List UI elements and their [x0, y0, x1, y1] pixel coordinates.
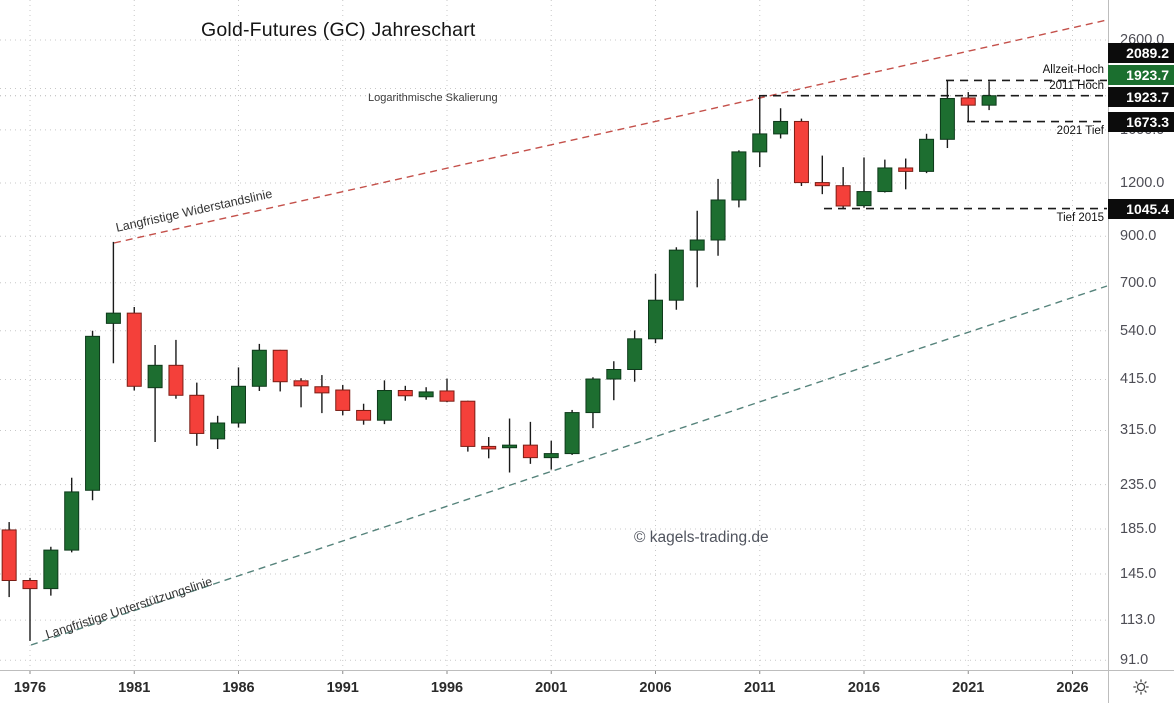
price-badge-0-2089.2: 2089.2 [1108, 43, 1174, 63]
candle-body-2009 [710, 199, 726, 241]
price-badge-2-1923.7: 1923.7 [1108, 87, 1174, 107]
candle-body-2008 [689, 239, 705, 251]
candle-body-2013 [793, 120, 809, 184]
candle-body-1981 [126, 312, 142, 387]
candle-body-2006 [648, 299, 663, 340]
support-trendline [30, 285, 1108, 646]
y-axis-label-1200.0: 1200.0 [1120, 175, 1165, 192]
y-axis-label-113.0: 113.0 [1120, 612, 1156, 629]
candle-body-1998 [481, 445, 497, 450]
candle-body-2011 [752, 133, 768, 153]
x-axis-label-2011: 2011 [744, 680, 776, 696]
candle-body-1978 [64, 491, 80, 551]
resistance-trendline [113, 19, 1108, 244]
y-axis-label-415.0: 415.0 [1120, 371, 1157, 388]
candle-body-2014 [814, 182, 830, 187]
candle-body-1989 [293, 380, 309, 387]
candle-body-1997 [460, 400, 476, 447]
candle-body-1976 [22, 580, 38, 590]
candle-body-2020 [939, 98, 955, 140]
axis-settings-gear-icon[interactable] [1132, 678, 1150, 696]
candle-body-2010 [731, 151, 747, 201]
price-badge-4-1045.4: 1045.4 [1108, 199, 1174, 219]
candle-body-2022 [981, 95, 997, 106]
candle-body-1983 [168, 364, 184, 396]
candle-body-1994 [397, 389, 413, 397]
candle-body-2005 [627, 338, 643, 370]
x-axis-label-2016: 2016 [847, 680, 881, 696]
candle-body-2017 [877, 167, 893, 193]
y-axis-label-900.0: 900.0 [1120, 228, 1157, 245]
price-badge-1-1923.7: 1923.7 [1108, 65, 1174, 85]
candle-body-1990 [314, 386, 330, 394]
x-axis-label-2021: 2021 [952, 680, 985, 696]
candle-body-1979 [85, 335, 101, 491]
candle-body-1988 [272, 349, 288, 383]
candle-body-1986 [231, 385, 246, 424]
candle-body-1977 [43, 549, 59, 590]
time-axis[interactable]: 1976 1981 1986 1991 1996 2001 2006 2011 2016 2021… [0, 670, 1108, 703]
y-axis-label-700.0: 700.0 [1120, 274, 1157, 291]
candle-body-1992 [356, 409, 372, 421]
x-axis-label-1976: 1976 [13, 680, 47, 696]
candle-body-2016 [856, 191, 872, 207]
candle-body-2003 [585, 378, 601, 414]
candle-body-2001 [543, 453, 559, 459]
candle-body-1985 [210, 422, 226, 440]
x-axis-label-2001: 2001 [535, 680, 568, 696]
candle-body-2000 [522, 444, 538, 459]
candle-body-1993 [376, 389, 392, 421]
y-axis-label-540.0: 540.0 [1120, 322, 1157, 339]
y-axis-label-185.0: 185.0 [1120, 520, 1157, 537]
y-axis-label-235.0: 235.0 [1120, 476, 1157, 493]
candle-body-1995 [418, 391, 434, 398]
candle-body-1996 [439, 390, 455, 402]
y-axis-label-145.0: 145.0 [1120, 566, 1157, 582]
candle-body-1984 [189, 394, 205, 434]
y-axis-label-91.0: 91.0 [1120, 652, 1149, 669]
candle-body-2018 [898, 167, 914, 172]
candle-body-1982 [147, 364, 163, 389]
candle-body-1987 [251, 349, 267, 387]
y-axis-label-315.0: 315.0 [1120, 422, 1157, 439]
candle-body-1999 [502, 444, 518, 449]
candle-body-1980 [105, 312, 121, 324]
price-axis[interactable]: 2600.01600.01200.0900.0700.0540.0415.031… [1108, 0, 1174, 670]
candle-body-2012 [773, 120, 789, 135]
candle-body-1975 [1, 529, 17, 582]
candle-body-2015 [835, 185, 851, 207]
candle-body-2002 [564, 412, 580, 455]
price-badge-3-1673.3: 1673.3 [1108, 112, 1174, 132]
axis-corner [1108, 670, 1174, 703]
candle-body-2007 [668, 249, 684, 301]
candle-body-2004 [606, 368, 622, 380]
x-axis-label-1981: 1981 [118, 680, 151, 696]
x-axis-label-1986: 1986 [222, 680, 255, 696]
x-axis-label-1996: 1996 [430, 680, 464, 696]
candle-body-2021 [960, 97, 976, 106]
x-axis-label-2006: 2006 [639, 680, 672, 696]
candle-body-2019 [919, 138, 935, 172]
x-axis-label-1991: 1991 [326, 680, 359, 696]
x-axis-label-2026: 2026 [1056, 680, 1089, 696]
candle-body-1991 [335, 389, 351, 411]
